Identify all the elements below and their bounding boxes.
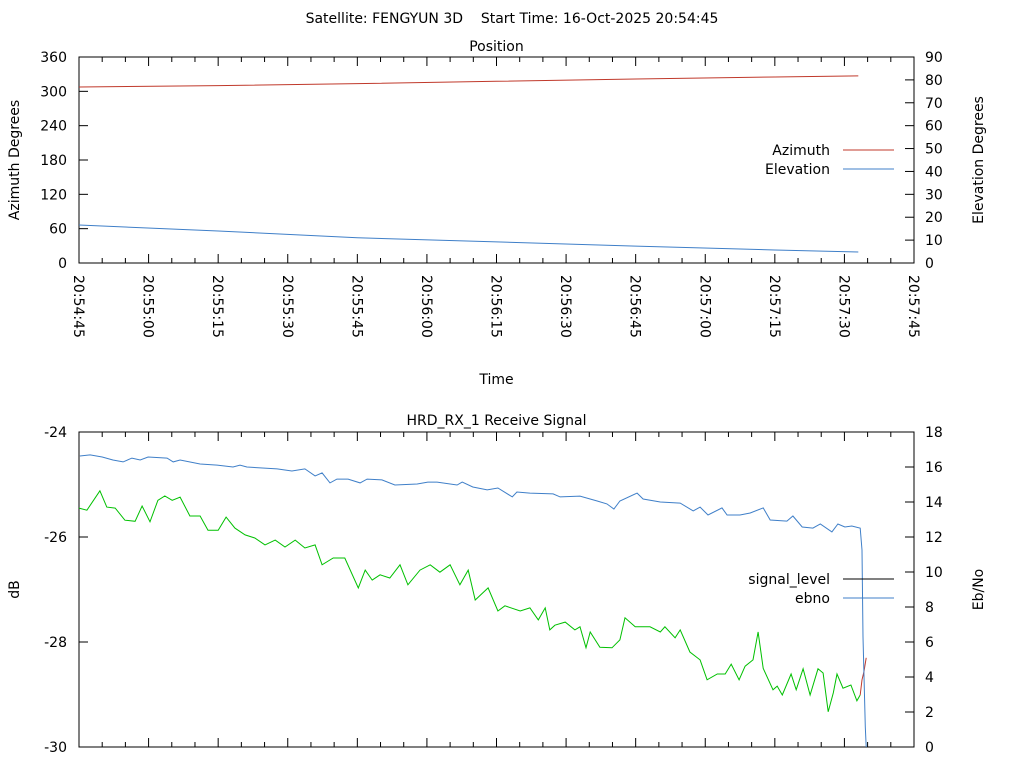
x-tick-label: 20:57:00	[696, 275, 712, 338]
x-tick-label: 20:57:45	[905, 275, 921, 338]
y2-axis-label: Eb/No	[971, 569, 987, 611]
y-tick-label: 60	[49, 222, 67, 238]
y2-tick-label: 4	[925, 670, 934, 686]
y-tick-label: 240	[40, 119, 67, 135]
y-tick-label: -30	[44, 740, 67, 756]
series-line-signal-level-tail	[859, 657, 867, 696]
y2-tick-label: 2	[925, 705, 934, 721]
y-axis-label: Azimuth Degrees	[7, 100, 23, 220]
x-tick-label: 20:55:30	[279, 275, 295, 338]
y2-tick-label: 70	[925, 96, 943, 112]
x-axis-label: Time	[478, 372, 513, 388]
x-tick-label: 20:57:30	[835, 275, 851, 338]
legend-label: signal_level	[748, 572, 830, 588]
x-tick-label: 20:54:45	[70, 275, 86, 338]
plot-frame	[78, 431, 915, 748]
series-line-Azimuth	[78, 75, 859, 88]
legend-label: Elevation	[765, 162, 830, 178]
y2-tick-label: 60	[925, 119, 943, 135]
legend-label: Azimuth	[772, 143, 830, 159]
y2-tick-label: 20	[925, 210, 943, 226]
y-tick-label: 180	[40, 153, 67, 169]
chart-title: HRD_RX_1 Receive Signal	[407, 413, 587, 429]
y-tick-label: 360	[40, 50, 67, 66]
y2-tick-label: 40	[925, 164, 943, 180]
y-tick-label: -24	[44, 425, 67, 441]
x-tick-label: 20:56:45	[627, 275, 643, 338]
y2-tick-label: 18	[925, 425, 943, 441]
y-axis-label: dB	[7, 580, 23, 599]
y2-tick-label: 30	[925, 187, 943, 203]
series-line-Elevation	[78, 224, 859, 253]
y2-tick-label: 10	[925, 233, 943, 249]
y2-tick-label: 10	[925, 565, 943, 581]
y-tick-label: -26	[44, 530, 67, 546]
y-tick-label: 300	[40, 84, 67, 100]
y2-tick-label: 0	[925, 740, 934, 756]
x-tick-label: 20:55:00	[140, 275, 156, 338]
y2-tick-label: 8	[925, 600, 934, 616]
y2-tick-label: 16	[925, 460, 943, 476]
y2-axis-label: Elevation Degrees	[971, 96, 987, 224]
x-tick-label: 20:56:00	[418, 275, 434, 338]
y2-tick-label: 14	[925, 495, 943, 511]
y2-tick-label: 0	[925, 256, 934, 272]
y2-tick-label: 12	[925, 530, 943, 546]
y-tick-label: 120	[40, 187, 67, 203]
x-tick-label: 20:55:15	[209, 275, 225, 338]
page-title: Satellite: FENGYUN 3D Start Time: 16-Oct…	[306, 11, 719, 27]
legend-label: ebno	[795, 591, 830, 607]
series-line-signal-level	[78, 489, 861, 712]
y2-tick-label: 6	[925, 635, 934, 651]
series-line-ebno	[79, 454, 867, 748]
y2-tick-label: 90	[925, 50, 943, 66]
chart-title: Position	[469, 39, 524, 55]
y-tick-label: 0	[58, 256, 67, 272]
x-tick-label: 20:57:15	[766, 275, 782, 338]
y-tick-label: -28	[44, 635, 67, 651]
x-tick-label: 20:56:30	[557, 275, 573, 338]
x-tick-label: 20:56:15	[488, 275, 504, 338]
plot-frame	[78, 56, 915, 264]
y2-tick-label: 50	[925, 142, 943, 158]
x-tick-label: 20:55:45	[348, 275, 364, 338]
y2-tick-label: 80	[925, 73, 943, 89]
